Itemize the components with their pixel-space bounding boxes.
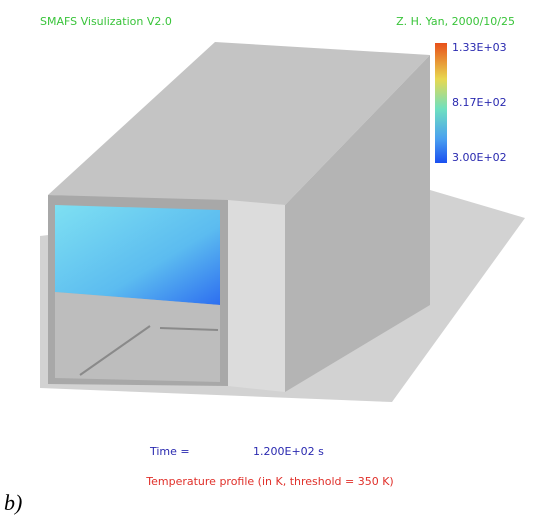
figure-label: b) — [4, 490, 22, 515]
colorbar-label: 8.17E+02 — [452, 96, 507, 109]
author-date: Z. H. Yan, 2000/10/25 — [396, 15, 515, 28]
colorbar — [435, 43, 447, 163]
colorbar-label: 3.00E+02 — [452, 151, 507, 164]
time-label: Time = — [149, 445, 190, 458]
colorbar-label: 1.33E+03 — [452, 41, 507, 54]
app-title: SMAFS Visulization V2.0 — [40, 15, 172, 28]
caption: Temperature profile (in K, threshold = 3… — [145, 475, 393, 488]
temperature-field — [55, 205, 220, 305]
lower-floor — [55, 292, 220, 382]
figure: SMAFS Visulization V2.0 Z. H. Yan, 2000/… — [0, 0, 539, 518]
building-column — [228, 200, 285, 392]
time-value: 1.200E+02 s — [253, 445, 324, 458]
